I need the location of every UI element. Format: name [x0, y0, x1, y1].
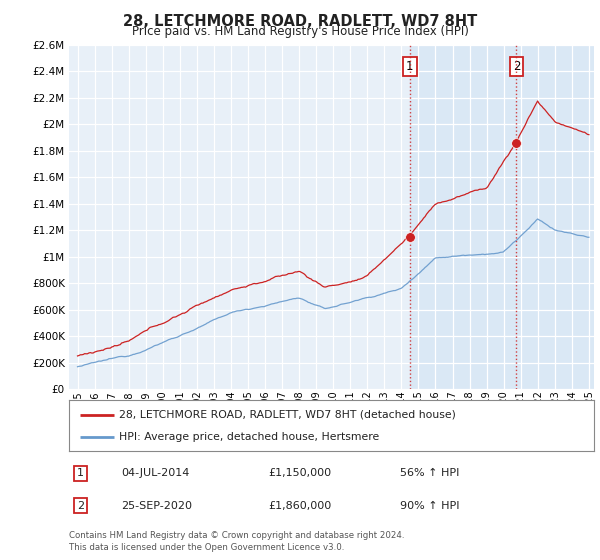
- Text: 2: 2: [512, 60, 520, 73]
- Text: 56% ↑ HPI: 56% ↑ HPI: [400, 468, 459, 478]
- Text: 25-SEP-2020: 25-SEP-2020: [121, 501, 193, 511]
- Text: 2: 2: [77, 501, 84, 511]
- Text: Price paid vs. HM Land Registry's House Price Index (HPI): Price paid vs. HM Land Registry's House …: [131, 25, 469, 38]
- Text: 1: 1: [406, 60, 413, 73]
- Text: 90% ↑ HPI: 90% ↑ HPI: [400, 501, 459, 511]
- Text: £1,150,000: £1,150,000: [269, 468, 332, 478]
- Text: 04-JUL-2014: 04-JUL-2014: [121, 468, 190, 478]
- Text: 28, LETCHMORE ROAD, RADLETT, WD7 8HT: 28, LETCHMORE ROAD, RADLETT, WD7 8HT: [123, 14, 477, 29]
- Bar: [410, 45, 600, 389]
- Text: £1,860,000: £1,860,000: [269, 501, 332, 511]
- Text: 28, LETCHMORE ROAD, RADLETT, WD7 8HT (detached house): 28, LETCHMORE ROAD, RADLETT, WD7 8HT (de…: [119, 409, 456, 419]
- Text: HPI: Average price, detached house, Hertsmere: HPI: Average price, detached house, Hert…: [119, 432, 379, 442]
- Text: Contains HM Land Registry data © Crown copyright and database right 2024.
This d: Contains HM Land Registry data © Crown c…: [69, 531, 404, 552]
- Text: 1: 1: [77, 468, 84, 478]
